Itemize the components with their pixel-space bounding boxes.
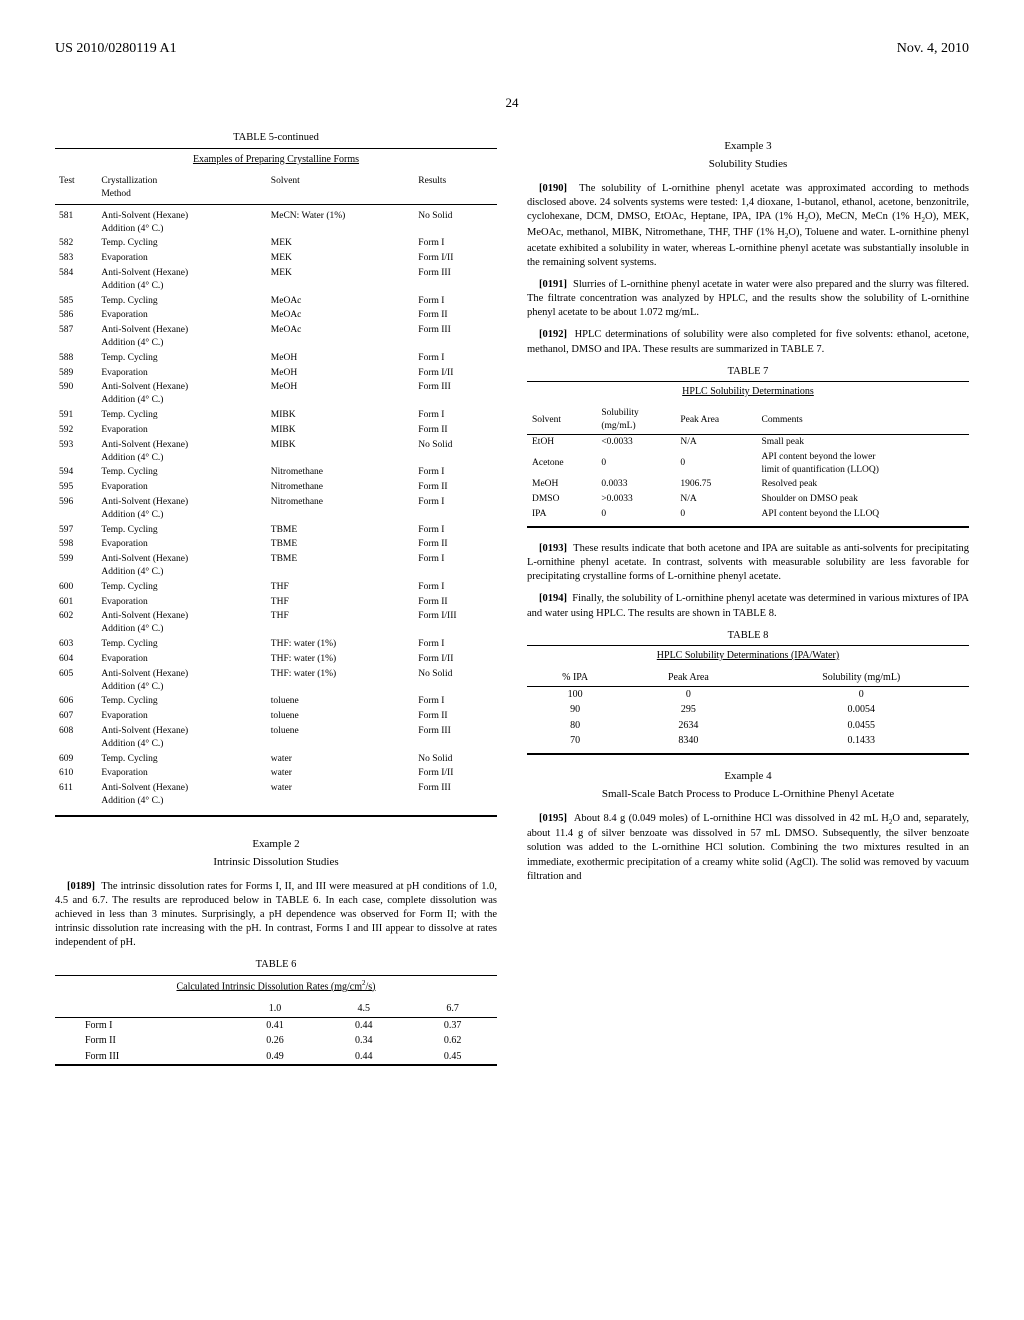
example3-title: Solubility Studies [527, 157, 969, 172]
table6-title: TABLE 6 [55, 958, 497, 972]
table-row: 592EvaporationMIBKForm II [55, 423, 497, 438]
table-row: 584Anti-Solvent (Hexane) Addition (4° C.… [55, 266, 497, 294]
para-0193: [0193] These results indicate that both … [527, 542, 969, 585]
right-column: Example 3 Solubility Studies [0190] The … [527, 131, 969, 1080]
table-row: 608Anti-Solvent (Hexane) Addition (4° C.… [55, 724, 497, 752]
table-row: IPA00API content beyond the LLOQ [527, 507, 969, 522]
table-row: 609Temp. CyclingwaterNo Solid [55, 752, 497, 767]
table8-title: TABLE 8 [527, 629, 969, 643]
table-row: 595EvaporationNitromethaneForm II [55, 480, 497, 495]
table-row: 600Temp. CyclingTHFForm I [55, 580, 497, 595]
table-row: 588Temp. CyclingMeOHForm I [55, 351, 497, 366]
para-0189: [0189] The intrinsic dissolution rates f… [55, 880, 497, 951]
example2-title: Intrinsic Dissolution Studies [55, 855, 497, 870]
table8-subtitle: HPLC Solubility Determinations (IPA/Wate… [527, 649, 969, 663]
table5-h1: Crystallization Method [97, 174, 266, 204]
table7-title: TABLE 7 [527, 365, 969, 379]
table-row: 585Temp. CyclingMeOAcForm I [55, 294, 497, 309]
table-row: 606Temp. CyclingtolueneForm I [55, 694, 497, 709]
table-row: Acetone00API content beyond the lower li… [527, 450, 969, 478]
para-0191: [0191] Slurries of L-ornithine phenyl ac… [527, 278, 969, 321]
table7: Solvent Solubility (mg/mL) Peak Area Com… [527, 406, 969, 522]
table-row: 596Anti-Solvent (Hexane) Addition (4° C.… [55, 495, 497, 523]
table-row: 10000 [527, 686, 969, 702]
table-row: 902950.0054 [527, 702, 969, 718]
table-row: 586EvaporationMeOAcForm II [55, 308, 497, 323]
table5: Test Crystallization Method Solvent Resu… [55, 174, 497, 809]
example4-title: Small-Scale Batch Process to Produce L-O… [527, 787, 969, 802]
table-row: 7083400.1433 [527, 733, 969, 749]
table5-h2: Solvent [267, 174, 414, 204]
page-header: US 2010/0280119 A1 Nov. 4, 2010 [55, 40, 969, 59]
table-row: 607EvaporationtolueneForm II [55, 709, 497, 724]
example4-label: Example 4 [527, 769, 969, 784]
page-number: 24 [55, 94, 969, 112]
table-row: 8026340.0455 [527, 718, 969, 734]
table-row: MeOH0.00331906.75Resolved peak [527, 477, 969, 492]
table5-subtitle: Examples of Preparing Crystalline Forms [55, 148, 497, 167]
table5-h0: Test [55, 174, 97, 204]
table5-h3: Results [414, 174, 497, 204]
para-0190: [0190] The solubility of L-ornithine phe… [527, 182, 969, 270]
table-row: 582Temp. CyclingMEKForm I [55, 236, 497, 251]
table-row: EtOH<0.0033N/ASmall peak [527, 435, 969, 450]
table-row: 610EvaporationwaterForm I/II [55, 766, 497, 781]
para-0192: [0192] HPLC determinations of solubility… [527, 328, 969, 356]
para-0194: [0194] Finally, the solubility of L-orni… [527, 592, 969, 620]
publication-date: Nov. 4, 2010 [897, 40, 969, 59]
table6-subtitle: Calculated Intrinsic Dissolution Rates (… [55, 979, 497, 994]
table-row: 597Temp. CyclingTBMEForm I [55, 523, 497, 538]
table-row: 590Anti-Solvent (Hexane) Addition (4° C.… [55, 380, 497, 408]
left-column: TABLE 5-continued Examples of Preparing … [55, 131, 497, 1080]
table-row: 581Anti-Solvent (Hexane) Addition (4° C.… [55, 204, 497, 236]
table-row: 611Anti-Solvent (Hexane) Addition (4° C.… [55, 781, 497, 809]
table-row: 593Anti-Solvent (Hexane) Addition (4° C.… [55, 438, 497, 466]
table-row: 604EvaporationTHF: water (1%)Form I/II [55, 652, 497, 667]
table-row: Form I0.410.440.37 [55, 1017, 497, 1033]
table-row: 594Temp. CyclingNitromethaneForm I [55, 465, 497, 480]
table-row: 589EvaporationMeOHForm I/II [55, 366, 497, 381]
table7-subtitle: HPLC Solubility Determinations [527, 385, 969, 399]
table-row: 591Temp. CyclingMIBKForm I [55, 408, 497, 423]
table-row: 583EvaporationMEKForm I/II [55, 251, 497, 266]
table8: % IPA Peak Area Solubility (mg/mL) 10000… [527, 670, 969, 749]
table6: 1.0 4.5 6.7 Form I0.410.440.37Form II0.2… [55, 1001, 497, 1066]
example3-label: Example 3 [527, 139, 969, 154]
publication-number: US 2010/0280119 A1 [55, 40, 177, 59]
table-row: 605Anti-Solvent (Hexane) Addition (4° C.… [55, 667, 497, 695]
table-row: 603Temp. CyclingTHF: water (1%)Form I [55, 637, 497, 652]
table-row: 602Anti-Solvent (Hexane) Addition (4° C.… [55, 609, 497, 637]
table-row: 587Anti-Solvent (Hexane) Addition (4° C.… [55, 323, 497, 351]
example2-label: Example 2 [55, 837, 497, 852]
table-row: Form II0.260.340.62 [55, 1033, 497, 1049]
para-0195: [0195] About 8.4 g (0.049 moles) of L-or… [527, 812, 969, 884]
table-row: 601EvaporationTHFForm II [55, 595, 497, 610]
table-row: DMSO>0.0033N/AShoulder on DMSO peak [527, 492, 969, 507]
table-row: 598EvaporationTBMEForm II [55, 537, 497, 552]
table-row: 599Anti-Solvent (Hexane) Addition (4° C.… [55, 552, 497, 580]
table-row: Form III0.490.440.45 [55, 1049, 497, 1066]
table5-title: TABLE 5-continued [55, 131, 497, 145]
